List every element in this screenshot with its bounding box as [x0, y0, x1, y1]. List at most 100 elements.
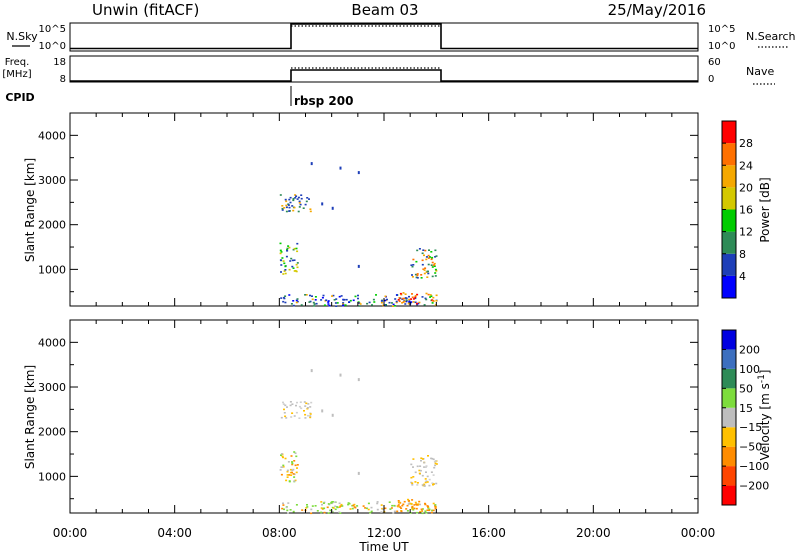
velocity-echo-cell [301, 509, 304, 511]
power-echo-cell [427, 263, 430, 266]
velocity-echo-cell [403, 500, 406, 503]
power-echo-cell [427, 293, 430, 296]
power-echo-cell [293, 259, 296, 261]
velocity-echo-cell [306, 504, 308, 506]
velocity-echo-cell [413, 504, 416, 506]
power-echo-cell [289, 196, 292, 199]
power-echo-cell [429, 294, 432, 296]
power-heatmap [279, 162, 438, 307]
beam-title: Beam 03 [351, 1, 418, 19]
power-echo-cell [435, 270, 438, 272]
power-echo-cell [358, 305, 361, 307]
power-colorbar-segment [722, 165, 736, 188]
power-echo-cell [313, 305, 315, 307]
power-echo-cell [279, 194, 282, 196]
velocity-echo-cell [354, 506, 357, 509]
velocity-echo-cell [410, 476, 413, 479]
power-echo-cell [345, 298, 348, 301]
velocity-echo-cell [414, 471, 417, 474]
power-echo-cell [392, 303, 395, 306]
power-echo-cell [404, 293, 407, 295]
power-echo-cell [284, 269, 287, 271]
velocity-echo-cell [293, 451, 296, 453]
velocity-echo-cell [294, 479, 297, 482]
velocity-echo-cell [348, 502, 351, 505]
velocity-colorbar-tick-label: 200 [739, 343, 760, 356]
power-echo-cell [427, 254, 430, 257]
velocity-echo-cell [431, 457, 434, 460]
velocity-echo-cell [289, 404, 292, 407]
power-echo-cell [290, 303, 293, 305]
power-echo-cell [423, 304, 426, 306]
velocity-echo-cell [420, 459, 422, 462]
power-echo-cell [305, 294, 308, 296]
power-echo-cell [405, 299, 408, 302]
power-echo-cell [408, 301, 411, 304]
power-echo-cell [284, 198, 287, 201]
time-tick-label: 00:00 [53, 526, 88, 540]
velocity-colorbar-segment [722, 330, 736, 350]
velocity-echo-cell [293, 460, 296, 462]
power-echo-cell [287, 204, 290, 206]
velocity-heatmap [279, 369, 438, 515]
velocity-echo-cell [407, 499, 410, 502]
power-echo-cell [282, 300, 285, 303]
power-colorbar-tick-label: 20 [739, 181, 753, 194]
power-echo-cell [431, 302, 434, 304]
velocity-echo-cell [285, 506, 288, 509]
time-tick-label: 08:00 [262, 526, 297, 540]
power-echo-cell [421, 252, 424, 255]
velocity-echo-cell [422, 483, 425, 486]
velocity-y-tick-label: 1000 [38, 470, 66, 483]
velocity-echo-cell [322, 507, 325, 510]
power-echo-cell [411, 274, 413, 276]
nsky-tick-top: 10^5 [39, 24, 66, 35]
velocity-echo-cell [421, 512, 424, 515]
velocity-echo-cell [420, 508, 423, 511]
power-echo-cell [421, 259, 424, 262]
nave-label: Nave [746, 65, 774, 78]
power-echo-cell [411, 276, 414, 278]
power-colorbar: 28 24 20 16 12 8 4 [721, 120, 753, 299]
power-colorbar-tick-label: 12 [739, 226, 753, 239]
power-echo-cell [416, 277, 419, 279]
power-echo-cell [282, 260, 285, 262]
freq-label-line1: Freq. [5, 57, 30, 68]
power-echo-cell [384, 299, 387, 302]
power-echo-cell [305, 200, 308, 203]
time-tick-label: 00:00 [681, 526, 716, 540]
velocity-echo-cell [413, 507, 416, 510]
velocity-y-tick-label: 2000 [38, 426, 66, 439]
velocity-echo-cell [433, 460, 436, 463]
velocity-echo-cell [380, 504, 383, 506]
velocity-echo-cell [290, 416, 293, 418]
power-echo-cell [291, 259, 294, 262]
power-echo-cell [424, 297, 427, 300]
velocity-echo-cell [356, 505, 359, 507]
power-echo-cell [384, 295, 387, 298]
velocity-echo-cell [397, 504, 400, 506]
velocity-echo-cell [421, 484, 424, 486]
velocity-colorbar-segment [722, 388, 736, 408]
power-echo-cell [425, 256, 428, 258]
power-x-ticks [69, 113, 699, 306]
power-echo-cell [297, 210, 300, 213]
velocity-echo-cell [416, 482, 419, 484]
power-echo-cell [420, 274, 423, 276]
velocity-echo-cell [418, 469, 421, 472]
power-echo-cell [416, 293, 419, 296]
power-echo-cell [279, 259, 282, 261]
power-echo-cell [292, 197, 295, 200]
power-echo-cell [394, 298, 397, 300]
velocity-echo-cell [428, 509, 431, 512]
velocity-echo-cell [427, 507, 430, 509]
velocity-echo-cell [291, 471, 293, 474]
velocity-echo-cell [296, 464, 299, 466]
power-echo-cell [425, 258, 428, 261]
velocity-echo-cell [289, 471, 292, 474]
velocity-echo-cell [305, 507, 308, 509]
velocity-echo-cell [434, 507, 437, 510]
velocity-echo-cell [411, 507, 414, 509]
velocity-y-tick-label: 3000 [38, 381, 66, 394]
velocity-echo-cell [336, 506, 339, 508]
